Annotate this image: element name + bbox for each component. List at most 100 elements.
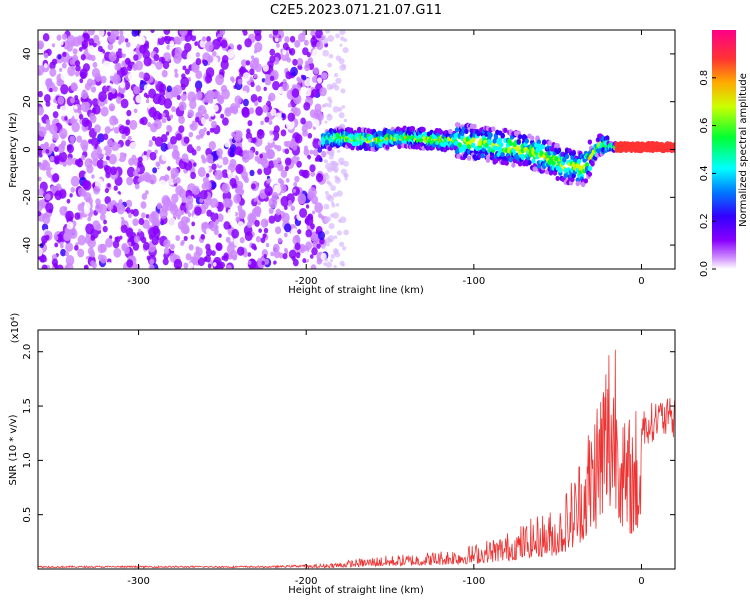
noise-cell: [310, 170, 316, 177]
noise-cell: [198, 128, 206, 137]
noise-cell: [102, 133, 109, 141]
noise-cell: [90, 150, 100, 161]
noise-cell: [239, 236, 245, 244]
noise-cell: [220, 39, 228, 49]
noise-cell: [91, 174, 95, 179]
noise-cell: [210, 198, 219, 209]
noise-cell: [339, 260, 345, 266]
noise-cell: [59, 243, 64, 249]
noise-cell: [324, 217, 330, 223]
noise-cell: [220, 59, 229, 70]
snr-ytick-label: 1.5: [22, 398, 33, 414]
snr-axes: -300 -200 -100 0 0.5 1.0 1.5 2.0: [22, 330, 675, 587]
noise-cell: [212, 262, 217, 267]
noise-cell: [245, 60, 251, 66]
noise-cell: [80, 54, 86, 61]
noise-cell: [177, 220, 186, 230]
noise-cell: [136, 167, 141, 173]
noise-cell: [284, 36, 290, 43]
noise-cell: [273, 250, 281, 259]
signal-cell: [535, 135, 540, 141]
noise-cell: [277, 237, 283, 244]
noise-cell: [104, 187, 109, 194]
signal-cell: [517, 134, 523, 140]
noise-cell: [260, 218, 269, 228]
noise-cell: [325, 30, 331, 34]
noise-cell: [303, 101, 311, 111]
noise-cell: [328, 223, 335, 230]
noise-cell: [174, 72, 179, 78]
noise-cell: [226, 49, 235, 59]
noise-cell: [319, 87, 327, 97]
noise-cell: [181, 153, 189, 162]
noise-cell: [69, 193, 73, 198]
noise-cell: [153, 119, 162, 130]
snr-xtick-label: 0: [638, 576, 644, 587]
noise-cell: [262, 104, 269, 113]
noise-cell: [131, 154, 137, 161]
noise-cell: [91, 67, 100, 79]
noise-cell: [41, 264, 48, 269]
noise-cell: [114, 47, 119, 52]
noise-cell: [276, 145, 282, 152]
noise-cell: [140, 116, 148, 126]
snr-xtick-label: -300: [127, 576, 150, 587]
noise-cell: [162, 52, 171, 63]
noise-cell: [205, 173, 210, 178]
noise-cell: [302, 129, 308, 137]
noise-cell: [81, 117, 90, 128]
colorbar-ticks: 0.0 0.2 0.4 0.6 0.8: [699, 70, 716, 277]
noise-cell: [149, 258, 155, 265]
noise-cell: [257, 168, 263, 175]
noise-cell: [202, 98, 206, 103]
noise-cell: [312, 118, 320, 128]
noise-cell: [231, 106, 239, 115]
spectrogram-xtick-label: -100: [462, 276, 485, 287]
noise-cell: [80, 101, 90, 113]
noise-cell: [66, 144, 74, 154]
noise-cell: [312, 35, 316, 40]
noise-cell: [135, 94, 143, 104]
snr-ytick-label: 0.5: [22, 507, 33, 523]
noise-cell: [273, 260, 277, 265]
noise-cell: [178, 188, 187, 199]
noise-cell: [106, 138, 113, 147]
noise-cell: [333, 264, 337, 269]
noise-cell: [191, 30, 197, 36]
noise-cell: [42, 33, 50, 42]
noise-cell: [173, 258, 183, 269]
noise-cell: [339, 30, 346, 36]
noise-cell: [339, 43, 343, 47]
noise-cell: [100, 68, 106, 75]
noise-cell: [66, 221, 74, 230]
noise-cell: [49, 68, 57, 77]
noise-cell: [51, 258, 59, 267]
noise-cell: [210, 120, 217, 129]
noise-cell: [83, 191, 87, 197]
noise-cell: [322, 49, 330, 57]
noise-cell: [69, 58, 75, 66]
noise-cell: [267, 95, 272, 102]
noise-cell: [261, 78, 266, 83]
noise-cell: [226, 264, 232, 269]
noise-cell: [195, 70, 203, 79]
signal-cell: [520, 153, 525, 159]
noise-cell: [274, 37, 279, 43]
noise-cell: [40, 254, 47, 263]
noise-cell: [106, 202, 114, 211]
noise-cell: [213, 57, 219, 63]
noise-cell: [250, 81, 255, 88]
noise-cell: [78, 114, 84, 120]
noise-cell: [129, 99, 136, 108]
noise-cell: [201, 59, 206, 64]
noise-cell: [222, 156, 229, 166]
noise-cell: [69, 135, 76, 143]
noise-cell: [254, 32, 262, 42]
noise-cell: [324, 230, 330, 235]
noise-cell: [194, 116, 200, 123]
noise-cell: [191, 149, 197, 156]
noise-cell: [173, 84, 182, 96]
signal-cell: [484, 142, 489, 148]
noise-cell: [179, 30, 188, 37]
noise-cell: [117, 217, 122, 224]
